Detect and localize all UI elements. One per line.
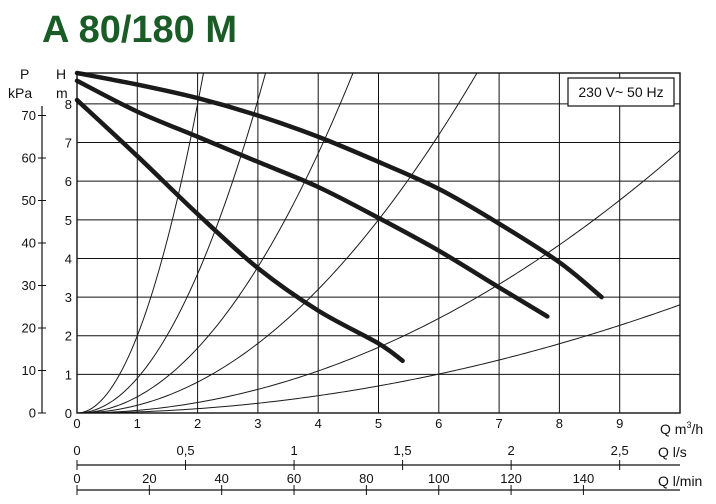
x-axis-tick-label: 9 <box>616 416 623 431</box>
x-axis-tick-label: 1 <box>290 443 297 458</box>
y-axis-pressure-tick-label: 60 <box>22 151 36 166</box>
x-axis-tick-label: 140 <box>573 471 595 486</box>
y-axis-pressure-tick-label: 0 <box>29 406 36 421</box>
pump-curve-speed-2 <box>74 78 550 319</box>
y-axis-pressure-tick-label: 10 <box>22 363 36 378</box>
y-axis-head-tick-label: 0 <box>65 406 72 421</box>
y-axis-pressure-unit: kPa <box>8 85 32 101</box>
x-axis-tick-label: 3 <box>254 416 261 431</box>
x-axis-tick-label: 100 <box>428 471 450 486</box>
x-axis-label: Q l/min <box>658 473 702 489</box>
x-axis-tick-label: 5 <box>375 416 382 431</box>
plot-frame <box>76 72 681 414</box>
y-axis-head-symbol: H <box>56 66 66 82</box>
y-axis-pressure-tick-label: 70 <box>22 108 36 123</box>
x-axis-tick-label: 2 <box>194 416 201 431</box>
x-axis-tick-label: 20 <box>142 471 156 486</box>
system-curve <box>76 72 354 414</box>
y-axis-head-tick-label: 1 <box>65 367 72 382</box>
x-axis-tick-label: 0 <box>73 416 80 431</box>
pump-curve-speed-1 <box>74 70 604 300</box>
y-axis-head-unit: m <box>56 85 68 101</box>
system-curves <box>76 72 681 414</box>
system-curve <box>76 72 204 414</box>
y-axis-pressure-symbol: P <box>20 66 29 82</box>
y-axis-head-tick-label: 7 <box>65 136 72 151</box>
y-axis-pressure-tick-label: 20 <box>22 321 36 336</box>
system-curve <box>76 72 267 414</box>
system-curve <box>77 304 681 414</box>
pump-curves <box>74 70 604 364</box>
voltage-badge-box <box>567 77 675 107</box>
x-axis-m3h: 0 1 2 3 4 5 6 7 8 9 Q m3/h <box>73 416 703 437</box>
chart-title: A 80/180 M <box>42 9 237 51</box>
y-axis-head: H m 0 1 2 3 4 5 6 7 8 <box>56 66 72 421</box>
x-axis-lmin: 0 20 40 60 80 100 120 140 Q l/min <box>73 471 702 495</box>
y-axis-head-tick-label: 4 <box>65 251 72 266</box>
x-axis-tick-label: 2 <box>508 443 515 458</box>
y-axis-pressure-tick-label: 30 <box>22 278 36 293</box>
x-axis-ls: 0 0,5 1 1,5 2 2,5 Q l/s <box>73 443 687 470</box>
x-axis-tick-label: 120 <box>500 471 522 486</box>
y-axis-head-tick-label: 6 <box>65 174 72 189</box>
x-axis-tick-label: 0,5 <box>176 443 194 458</box>
x-axis-tick-label: 2,5 <box>611 443 629 458</box>
x-axis-tick-label: 40 <box>214 471 228 486</box>
x-axis-tick-label: 0 <box>73 471 80 486</box>
y-axis-pressure: P kPa 0 10 20 30 40 50 60 70 <box>8 66 46 421</box>
y-axis-pressure-tick-label: 40 <box>22 236 36 251</box>
voltage-badge: 230 V~ 50 Hz <box>567 77 675 107</box>
x-axis-tick-label: 1,5 <box>394 443 412 458</box>
x-axis-tick-label: 7 <box>495 416 502 431</box>
y-axis-head-tick-label: 5 <box>65 213 72 228</box>
x-axis-tick-label: 8 <box>556 416 563 431</box>
x-axis-tick-label: 80 <box>359 471 373 486</box>
y-axis-head-tick-label: 8 <box>65 97 72 112</box>
x-axis-label: Q m3/h <box>660 420 703 437</box>
x-axis-tick-label: 0 <box>73 443 80 458</box>
y-axis-head-tick-label: 3 <box>65 290 72 305</box>
x-axes: 0 1 2 3 4 5 6 7 8 9 Q m3/h 0 0,5 1 1,5 2 2,5 Q l/s 0 20 40 60… <box>73 416 703 495</box>
system-curve <box>76 149 681 414</box>
x-axis-tick-label: 60 <box>287 471 301 486</box>
pump-curve-speed-3 <box>74 97 405 364</box>
voltage-badge-text: 230 V~ 50 Hz <box>578 84 663 100</box>
x-axis-tick-label: 6 <box>435 416 442 431</box>
x-axis-tick-label: 1 <box>134 416 141 431</box>
y-axis-head-tick-label: 2 <box>65 329 72 344</box>
y-axis-pressure-tick-label: 50 <box>22 193 36 208</box>
x-axis-tick-label: 4 <box>315 416 322 431</box>
x-axis-label: Q l/s <box>658 444 687 460</box>
